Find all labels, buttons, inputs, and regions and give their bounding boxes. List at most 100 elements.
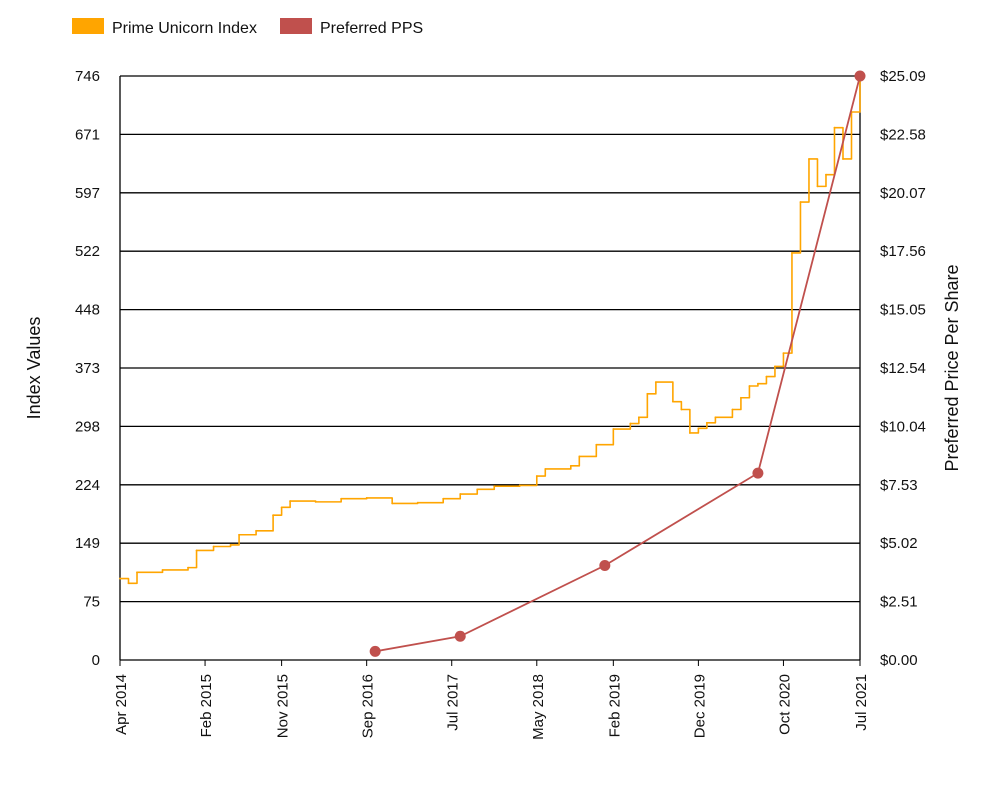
series-prime-unicorn-index <box>119 79 861 585</box>
point-prime-unicorn-index <box>255 529 257 532</box>
point-prime-unicorn-index <box>671 400 674 403</box>
point-prime-unicorn-index <box>119 577 121 580</box>
point-prime-unicorn-index <box>195 549 198 552</box>
point-prime-unicorn-index <box>637 416 640 419</box>
y-left-tick-label: 149 <box>75 535 100 552</box>
point-prime-unicorn-index <box>127 582 130 585</box>
y-left-tick-label: 448 <box>75 302 100 319</box>
point-prime-unicorn-index <box>229 544 232 546</box>
point-prime-unicorn-index <box>161 569 164 571</box>
legend-swatch-prime-unicorn-index <box>72 18 104 34</box>
point-prime-unicorn-index <box>238 533 240 536</box>
x-tick-label: Oct 2020 <box>776 674 793 735</box>
point-prime-unicorn-index <box>825 173 827 176</box>
point-prime-unicorn-index <box>314 500 317 503</box>
y-right-tick-label: $7.53 <box>880 477 918 494</box>
point-prime-unicorn-index <box>765 375 768 378</box>
y-left-tick-label: 746 <box>75 68 100 85</box>
point-prime-unicorn-index <box>816 185 819 188</box>
point-prime-unicorn-index <box>646 392 649 395</box>
point-prime-unicorn-index <box>578 455 581 458</box>
y-left-tick-label: 224 <box>75 477 100 494</box>
y-left-tick-label: 597 <box>75 185 100 202</box>
x-tick-label: Feb 2015 <box>198 674 215 737</box>
x-tick-label: Dec 2019 <box>691 674 708 738</box>
point-prime-unicorn-index <box>833 126 836 129</box>
point-preferred-pps <box>854 70 866 82</box>
point-prime-unicorn-index <box>289 500 292 502</box>
point-prime-unicorn-index <box>799 201 802 203</box>
point-prime-unicorn-index <box>680 408 683 411</box>
point-prime-unicorn-index <box>416 501 419 504</box>
y-right-tick-label: $10.04 <box>880 418 926 435</box>
point-prime-unicorn-index <box>791 252 793 254</box>
y-right-tick-label: $25.09 <box>880 68 926 85</box>
point-preferred-pps <box>454 630 466 642</box>
point-prime-unicorn-index <box>757 382 759 385</box>
x-axis-ticks: Apr 2014 Feb 2015 Nov 2015 Sep 2016 Jul 2017… <box>113 660 870 740</box>
point-prime-unicorn-index <box>442 497 445 500</box>
y-right-tick-label: $17.56 <box>880 243 926 260</box>
point-prime-unicorn-index <box>187 566 189 569</box>
point-prime-unicorn-index <box>476 488 479 491</box>
point-prime-unicorn-index <box>212 545 215 548</box>
point-prime-unicorn-index <box>629 422 632 425</box>
line-prime-unicorn-index <box>120 80 861 585</box>
point-prime-unicorn-index <box>688 432 691 434</box>
point-prime-unicorn-index <box>518 484 521 487</box>
y-right-tick-label: $5.02 <box>880 535 918 552</box>
y-left-tick-label: 522 <box>75 243 100 260</box>
y-right-axis-title: Preferred Price Per Share <box>942 264 962 471</box>
point-prime-unicorn-index <box>740 396 742 399</box>
gridlines <box>120 75 860 661</box>
point-prime-unicorn-index <box>782 352 785 355</box>
y-left-axis-title: Index Values <box>24 317 44 420</box>
point-prime-unicorn-index <box>808 158 810 160</box>
x-tick-label: Jul 2021 <box>853 674 870 731</box>
y-left-tick-label: 75 <box>83 594 100 611</box>
legend-swatch-preferred-pps <box>280 18 312 34</box>
legend: Prime Unicorn Index Preferred PPS <box>72 18 423 37</box>
point-prime-unicorn-index <box>272 514 275 517</box>
point-prime-unicorn-index <box>697 427 700 430</box>
y-right-tick-label: $0.00 <box>880 652 918 669</box>
point-prime-unicorn-index <box>748 385 751 387</box>
x-tick-label: May 2018 <box>530 674 547 740</box>
point-prime-unicorn-index <box>535 475 538 477</box>
x-tick-label: Jul 2017 <box>445 674 462 731</box>
point-prime-unicorn-index <box>731 408 734 411</box>
point-prime-unicorn-index <box>569 464 572 467</box>
point-prime-unicorn-index <box>365 497 368 499</box>
y-left-tick-label: 0 <box>92 652 100 669</box>
point-preferred-pps <box>599 559 611 571</box>
legend-label-preferred-pps: Preferred PPS <box>320 20 423 37</box>
point-prime-unicorn-index <box>714 416 717 419</box>
x-tick-label: Apr 2014 <box>113 674 130 735</box>
point-prime-unicorn-index <box>391 502 394 505</box>
point-prime-unicorn-index <box>705 421 708 424</box>
point-prime-unicorn-index <box>595 443 598 446</box>
y-left-tick-label: 373 <box>75 360 100 377</box>
point-prime-unicorn-index <box>774 365 776 368</box>
y-right-tick-label: $22.58 <box>880 126 926 143</box>
left-axis-ticks: 0 75 149 224 298 373 448 522 597 671 746 <box>75 68 100 669</box>
y-right-tick-label: $15.05 <box>880 302 926 319</box>
right-axis-ticks: $0.00 $2.51 $5.02 $7.53 $10.04 $12.54 $15.05 $1… <box>880 68 926 669</box>
y-left-tick-label: 298 <box>75 418 100 435</box>
line-preferred-pps <box>375 75 861 653</box>
point-prime-unicorn-index <box>544 468 547 470</box>
point-prime-unicorn-index <box>280 506 283 509</box>
y-right-tick-label: $2.51 <box>880 594 918 611</box>
x-tick-label: Feb 2019 <box>606 674 623 737</box>
y-left-tick-label: 671 <box>75 126 100 143</box>
x-tick-label: Sep 2016 <box>360 674 377 738</box>
point-prime-unicorn-index <box>612 428 615 430</box>
point-prime-unicorn-index <box>459 493 462 495</box>
point-prime-unicorn-index <box>340 497 343 500</box>
series-preferred-pps <box>369 70 866 657</box>
point-prime-unicorn-index <box>654 381 657 383</box>
legend-label-prime-unicorn-index: Prime Unicorn Index <box>112 20 257 37</box>
y-right-tick-label: $12.54 <box>880 360 926 377</box>
y-right-tick-label: $20.07 <box>880 185 926 202</box>
